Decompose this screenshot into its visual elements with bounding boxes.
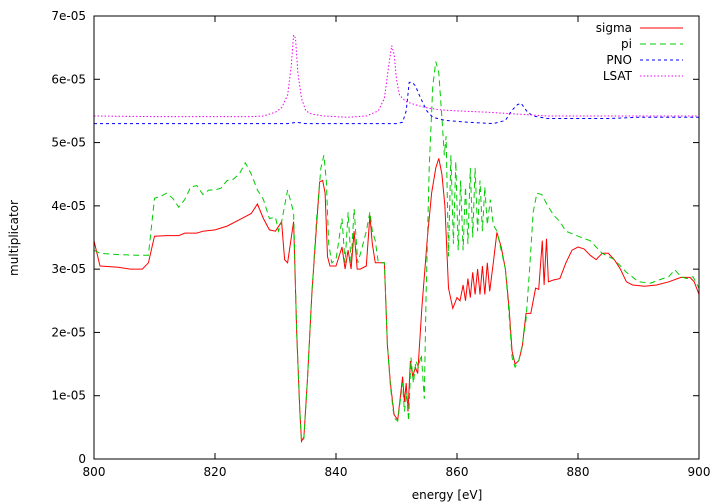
series-line-pi: [93, 61, 700, 443]
y-tick-label: 6e-05: [51, 72, 86, 86]
x-tick-label: 800: [83, 465, 106, 479]
legend-label-pi: pi: [621, 37, 632, 51]
y-tick-label: 0: [78, 452, 86, 466]
series-line-sigma: [93, 158, 700, 444]
y-axis-label: multiplicator: [7, 200, 21, 276]
plot-frame: [93, 15, 700, 460]
series-layer: [93, 33, 700, 444]
legend: sigma pi PNO LSAT: [596, 21, 683, 83]
x-tick-label: 820: [204, 465, 227, 479]
y-tick-label: 3e-05: [51, 262, 86, 276]
axis-layer: 800 820 840 860 880 900 0 1e-05 2e-05 3e-05 4e-05 5…: [51, 9, 710, 479]
y-tick-label: 7e-05: [51, 9, 86, 23]
x-tick-label: 860: [446, 465, 469, 479]
x-axis-label: energy [eV]: [412, 488, 483, 502]
x-tick-label: 840: [325, 465, 348, 479]
y-tick-label: 1e-05: [51, 389, 86, 403]
legend-label-pno: PNO: [606, 53, 632, 67]
series-line-pno: [94, 81, 699, 125]
x-tick-label: 880: [567, 465, 590, 479]
series-line-lsat: [93, 33, 699, 118]
x-tick-label: 900: [688, 465, 711, 479]
y-tick-label: 4e-05: [51, 199, 86, 213]
legend-label-lsat: LSAT: [603, 69, 633, 83]
y-tick-label: 2e-05: [51, 325, 86, 339]
y-tick-label: 5e-05: [51, 136, 86, 150]
legend-label-sigma: sigma: [596, 21, 632, 35]
